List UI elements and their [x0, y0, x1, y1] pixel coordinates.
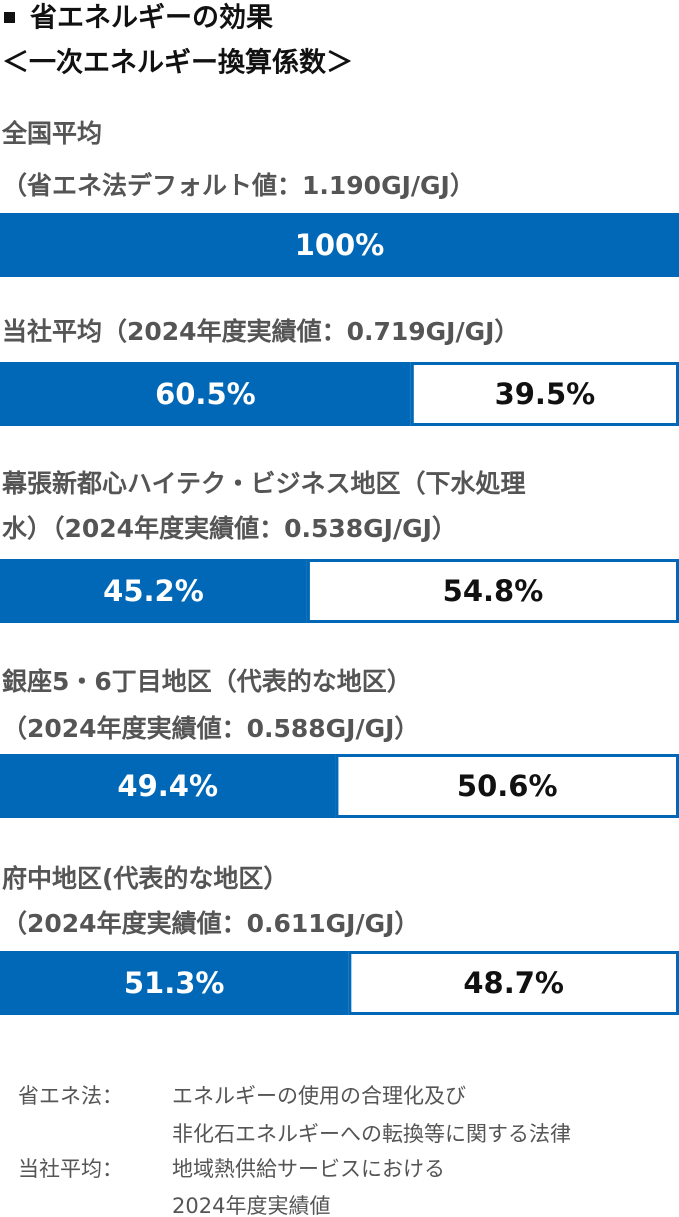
bar-segment — [335, 754, 679, 818]
bar-segment — [348, 951, 679, 1015]
value-label: 48.7% — [463, 966, 564, 1000]
bar-segment — [0, 559, 307, 623]
bar-segment — [410, 362, 679, 426]
category-label: 当社平均（2024年度実績値：0.719GJ/GJ） — [2, 317, 519, 346]
chart-title: 省エネルギーの効果 — [30, 2, 273, 34]
note-term: 当社平均： — [18, 1157, 123, 1181]
note-text: エネルギーの使用の合理化及び — [172, 1084, 466, 1108]
note-text: 2024年度実績値 — [172, 1194, 330, 1217]
value-label: 51.3% — [124, 966, 225, 1000]
bar-segment — [0, 213, 679, 277]
value-label: 39.5% — [495, 377, 596, 411]
category-label: 幕張新都心ハイテク・ビジネス地区（下水処理 — [1, 469, 526, 498]
bar-segment — [0, 951, 349, 1015]
category-label: （2024年度実績値：0.611GJ/GJ） — [2, 909, 419, 938]
category-label: （2024年度実績値：0.588GJ/GJ） — [2, 714, 419, 743]
value-label: 45.2% — [103, 574, 204, 608]
value-label: 50.6% — [457, 769, 558, 803]
category-label: 水）（2024年度実績値：0.538GJ/GJ） — [2, 514, 457, 543]
value-label: 54.8% — [443, 574, 544, 608]
category-label: 全国平均 — [1, 119, 102, 148]
value-label: 60.5% — [155, 377, 256, 411]
value-label: 100% — [295, 228, 385, 262]
bar-segment — [0, 754, 336, 818]
note-text: 非化石エネルギーへの転換等に関する法律 — [172, 1122, 571, 1146]
category-label: 府中地区(代表的な地区） — [2, 864, 288, 893]
category-label: （省エネ法デフォルト値：1.190GJ/GJ） — [2, 171, 475, 200]
note-term: 省エネ法： — [18, 1084, 123, 1108]
category-label: 銀座5・6丁目地区（代表的な地区） — [2, 667, 412, 696]
bar-segment — [0, 362, 411, 426]
title-bullet — [4, 12, 15, 23]
note-text: 地域熱供給サービスにおける — [172, 1157, 445, 1181]
chart-subtitle: ＜一次エネルギー換算係数＞ — [2, 47, 353, 79]
bar-segment — [306, 559, 679, 623]
value-label: 49.4% — [117, 769, 218, 803]
